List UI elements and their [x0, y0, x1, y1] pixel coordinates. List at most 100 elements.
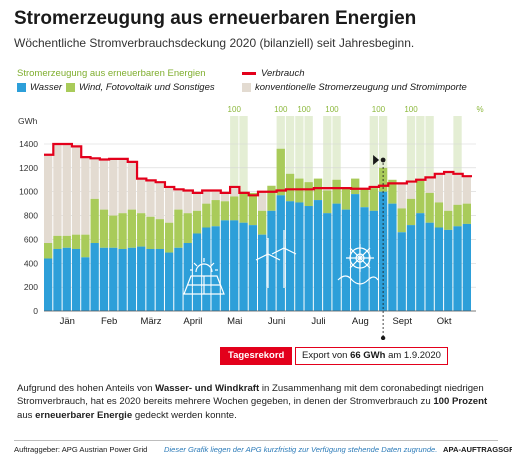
bar-konventionell: [183, 190, 192, 214]
bar-wasser: [462, 223, 471, 311]
bar-wind: [285, 173, 295, 202]
bar-wind: [183, 213, 192, 244]
bar-wind: [155, 219, 164, 249]
legend-item-wind: Wind, Fotovoltaik und Sonstiges: [66, 82, 215, 93]
bar-wasser: [164, 252, 174, 311]
bar-wind: [416, 180, 425, 214]
bar-wasser: [81, 257, 90, 311]
footer-note: Dieser Grafik liegen der APG kurzfristig…: [164, 445, 438, 454]
bar-wasser: [313, 200, 323, 311]
bar-konventionell: [397, 183, 406, 209]
highlight-label: 100: [274, 105, 288, 114]
bar-wasser: [90, 243, 99, 311]
bar-wasser: [53, 248, 62, 311]
y-tick-label: 0: [33, 306, 38, 316]
bar-wind: [62, 235, 71, 248]
bar-wind: [127, 209, 137, 248]
wind-turbine-icon: [255, 230, 297, 288]
bar-wind: [220, 201, 230, 221]
bar-wind: [397, 208, 406, 233]
bar-wind: [304, 182, 313, 207]
y-tick-label: 600: [24, 234, 38, 244]
bar-wasser: [230, 220, 239, 311]
body-text: Aufgrund des hohen Anteils von Wasser- u…: [17, 383, 488, 421]
bar-wind: [137, 213, 146, 247]
record-arrow: [373, 155, 380, 165]
bar-konventionell: [220, 192, 230, 202]
bar-wind: [90, 198, 99, 244]
y-tick-label: 400: [24, 258, 38, 268]
bar-wasser: [341, 209, 351, 311]
bar-wind: [360, 188, 369, 208]
footer-client: Auftraggeber: APG Austrian Power Grid: [14, 445, 148, 454]
record-dot-bottom: [380, 335, 386, 340]
bar-wind: [164, 222, 174, 253]
y-tick-label: 1400: [19, 139, 38, 149]
bar-wasser: [295, 202, 304, 311]
bar-wind: [332, 179, 341, 204]
y-tick-label: 1200: [19, 163, 38, 173]
bar-wind: [425, 192, 434, 223]
bar-wind: [341, 188, 351, 210]
legend-item-wasser: Wasser: [17, 82, 62, 93]
bar-wasser: [202, 227, 211, 311]
bar-konventionell: [155, 182, 164, 220]
bar-wasser: [99, 247, 109, 311]
record-dot-top: [380, 157, 386, 163]
legend-item-verbrauch: Verbrauch: [242, 68, 304, 79]
bar-wind: [453, 204, 462, 227]
legend-label-wasser: Wasser: [30, 82, 63, 93]
bar-wasser: [369, 210, 378, 311]
bar-konventionell: [453, 173, 462, 205]
bar-wasser: [239, 222, 248, 311]
bar-wind: [369, 188, 378, 211]
legend-group-title: Stromerzeugung aus erneuerbaren Energien: [17, 68, 206, 79]
bar-wind: [44, 243, 53, 259]
x-tick-label: Juli: [311, 316, 325, 327]
x-tick-label: März: [140, 316, 161, 327]
bar-konventionell: [109, 158, 118, 216]
bar-wasser: [183, 243, 192, 311]
legend-label-verbrauch: Verbrauch: [261, 68, 305, 79]
bar-wasser: [360, 207, 369, 311]
bar-wasser: [118, 248, 127, 311]
x-tick-label: Aug: [352, 316, 369, 327]
bar-wasser: [258, 234, 267, 311]
highlight-label: 100: [297, 105, 311, 114]
bar-konventionell: [323, 188, 332, 191]
bar-wasser: [146, 248, 155, 311]
x-tick-label: Juni: [268, 316, 285, 327]
bar-konventionell: [127, 161, 137, 210]
bar-konventionell: [71, 146, 81, 235]
bar-konventionell: [406, 181, 416, 199]
bar-wind: [323, 190, 332, 214]
bar-wind: [295, 178, 304, 203]
highlight-label: 100: [372, 105, 386, 114]
bar-wind: [267, 185, 276, 211]
bar-konventionell: [444, 172, 453, 211]
bar-konventionell: [462, 176, 471, 204]
x-tick-label: Sept: [392, 316, 412, 327]
legend-label-wind: Wind, Fotovoltaik und Sonstiges: [79, 82, 215, 93]
bar-wind: [248, 192, 257, 226]
y-tick-label: 1000: [19, 187, 38, 197]
bar-wasser: [267, 210, 276, 311]
bar-wind: [146, 216, 155, 249]
bar-wind: [406, 198, 416, 226]
y-tick-label: 800: [24, 211, 38, 221]
bar-konventionell: [164, 186, 174, 223]
bar-konventionell: [434, 173, 444, 203]
bar-wind: [192, 210, 202, 234]
bar-wasser: [323, 213, 332, 311]
y-tick-label: 200: [24, 282, 38, 292]
bar-wind: [81, 234, 90, 258]
bar-wasser: [453, 226, 462, 311]
bar-wasser: [44, 258, 53, 311]
bar-wind: [53, 235, 62, 249]
bar-konventionell: [44, 154, 53, 244]
x-tick-label: Jän: [60, 316, 75, 327]
bar-wasser: [304, 206, 313, 311]
bar-wind: [313, 178, 323, 201]
bar-wind: [202, 203, 211, 228]
bar-wasser: [174, 247, 183, 311]
